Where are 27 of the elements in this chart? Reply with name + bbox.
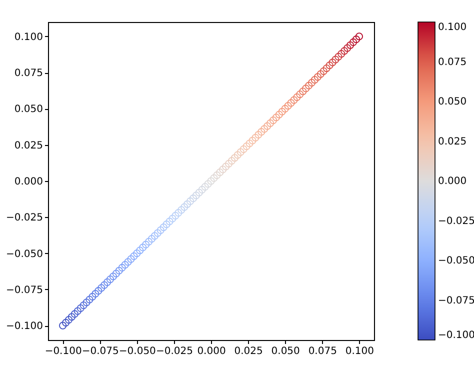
x-tick-label: 0.025 xyxy=(234,346,263,357)
y-tick-label: 0.075 xyxy=(14,68,43,80)
x-tick-label: 0.050 xyxy=(271,346,300,357)
y-tick-label: 0.100 xyxy=(14,32,43,43)
y-tick-label: 0.025 xyxy=(14,140,43,152)
color-bar-label: −0.075 xyxy=(438,295,474,306)
y-tick-label: −0.025 xyxy=(6,212,43,224)
y-tick-label: 0.050 xyxy=(14,104,43,116)
color-bar-label: 0.000 xyxy=(438,176,467,187)
color-bar-label: 0.050 xyxy=(438,96,467,108)
y-tick-label: −0.100 xyxy=(6,321,43,332)
color-bar-label: 0.025 xyxy=(438,136,467,148)
color-bar-label: −0.025 xyxy=(438,216,474,227)
x-tick-label: 0.100 xyxy=(345,346,374,357)
x-tick-label: 0.000 xyxy=(197,346,226,357)
color-bar-label: 0.075 xyxy=(438,56,467,68)
color-bar-label: −0.050 xyxy=(438,256,474,266)
x-tick-label: −0.075 xyxy=(82,346,119,357)
color-bar-label: −0.100 xyxy=(438,330,474,341)
y-tick-label: 0.000 xyxy=(14,176,43,188)
x-tick-label: −0.025 xyxy=(156,346,193,357)
color-bar-label: 0.100 xyxy=(438,22,467,33)
y-tick-label: −0.075 xyxy=(6,284,43,296)
x-tick-label: 0.075 xyxy=(308,346,337,357)
y-tick-label: −0.050 xyxy=(6,248,43,260)
x-tick-label: −0.100 xyxy=(44,346,82,357)
x-tick-label: −0.050 xyxy=(118,346,156,357)
